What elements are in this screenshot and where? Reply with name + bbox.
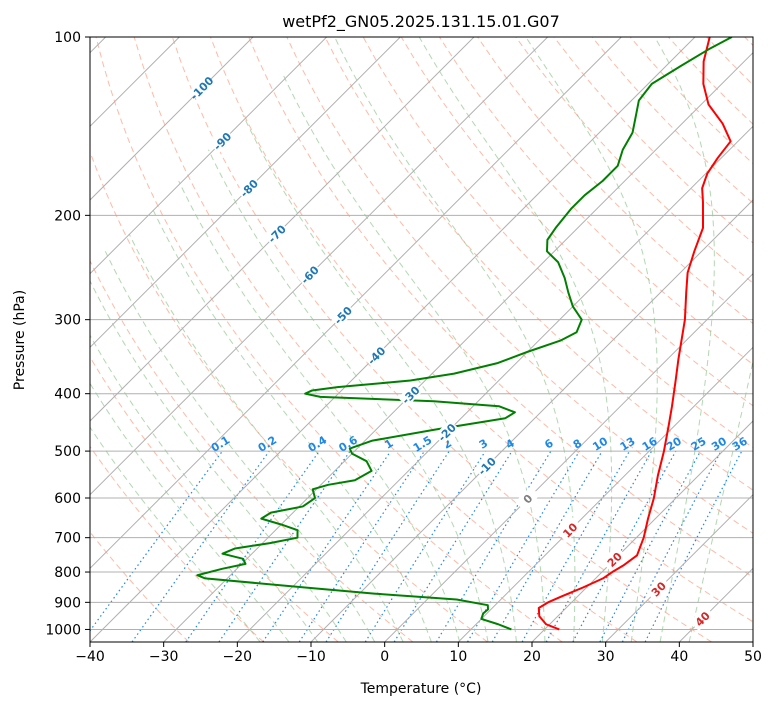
moist-adiabat [178,180,461,642]
dewpoint-profile [196,37,733,631]
isotherm-line [457,346,753,642]
isotherm-line [90,37,475,422]
moist-adiabat [334,37,576,642]
plot-area [90,37,753,642]
pressure-grid [90,37,753,630]
isotherm-label-bg [330,302,356,328]
y-tick-label: 900 [54,595,81,611]
y-tick-label: 300 [54,313,81,329]
mixing-ratio-line [185,450,320,642]
x-tick-label: 10 [449,649,467,665]
moist-adiabat [418,37,613,642]
y-tick-label: 100 [54,30,81,46]
x-tick-label: 40 [670,649,688,665]
mixing-ratio-line [218,450,351,642]
dry-adiabat [133,37,638,642]
isotherm-line [605,493,753,642]
mixing-ratio-line [599,450,702,642]
dry-adiabat [324,37,753,491]
y-tick-label: 200 [54,208,81,224]
y-tick-label: 1000 [45,622,81,638]
dry-adiabat [90,259,414,642]
moist-adiabat [208,149,489,642]
y-tick-label: 800 [54,565,81,581]
x-tick-label: 30 [597,649,615,665]
dry-adiabat [90,445,264,642]
isotherm-label-bg [601,546,627,572]
isotherm-label-bg [363,342,389,368]
x-axis: −40 −30 −20 −10 0 10 20 30 40 50 [75,642,762,665]
isotherm-line [384,272,753,642]
mixing-ratio-line [572,450,677,642]
isotherm-line [90,37,254,201]
x-tick-label: −30 [149,649,179,665]
isotherm-label-bg [264,221,290,246]
moist-adiabats [90,37,753,642]
y-tick-label: 700 [54,531,81,547]
dry-adiabat [248,37,753,578]
isotherm-label-bg [645,576,671,602]
mixing-ratio-line [325,450,450,642]
dry-adiabat [286,37,753,534]
y-tick-label: 400 [54,387,81,403]
dry-adiabat [171,37,712,642]
x-axis-label: Temperature (°C) [360,681,482,697]
y-axis-label: Pressure (hPa) [12,290,28,390]
y-axis: 100 200 300 400 500 600 700 800 900 1000 [45,30,90,638]
y-tick-label: 500 [54,444,81,460]
isotherm-label-bg [297,262,322,287]
moist-adiabat [525,37,658,642]
x-tick-label: −40 [75,649,105,665]
isotherm-line [163,51,753,642]
moist-adiabat [654,37,715,642]
x-tick-label: 20 [523,649,541,665]
isotherm-line [90,37,622,570]
mixing-ratio-line [364,450,486,642]
dry-adiabats [90,37,753,642]
chart-title: wetPf2_GN05.2025.131.15.01.G07 [282,12,560,32]
isotherm-label-bg [557,517,583,543]
isotherm-line [310,199,753,642]
isotherm-line [236,125,753,642]
plot-frame [89,36,754,643]
x-tick-label: 50 [744,649,762,665]
isotherm-label-bg [434,419,459,445]
isotherms [90,37,753,642]
moist-adiabat [90,426,261,642]
moist-adiabat [90,382,290,642]
isotherm-line [531,420,753,642]
dry-adiabat [210,37,753,623]
isotherm-label-bg [474,453,499,479]
x-tick-label: −20 [223,649,253,665]
mixing-ratio-line [298,450,425,642]
isotherm-label-bg [236,175,262,201]
x-tick-label: 0 [380,649,389,665]
dry-adiabat [95,37,563,642]
isotherm-label-bg [689,606,715,631]
mixing-ratio-line [262,450,392,642]
isotherm-label-bg [515,486,540,511]
isotherm-label-bg [209,128,235,154]
moist-adiabat [281,72,546,642]
isotherm-line [90,37,696,642]
temperature-profile [537,37,732,631]
isotherm-line [90,37,401,349]
y-tick-label: 600 [54,491,81,507]
isotherm-label-bg [189,75,214,101]
x-tick-label: −10 [296,649,326,665]
moist-adiabat [104,251,376,642]
isotherm-line [90,37,549,496]
dry-adiabat [515,37,753,284]
isotherm-label-bg [397,382,423,408]
profiles [196,37,733,631]
moist-adiabat [90,279,347,642]
mixing-ratio-line [131,450,270,642]
